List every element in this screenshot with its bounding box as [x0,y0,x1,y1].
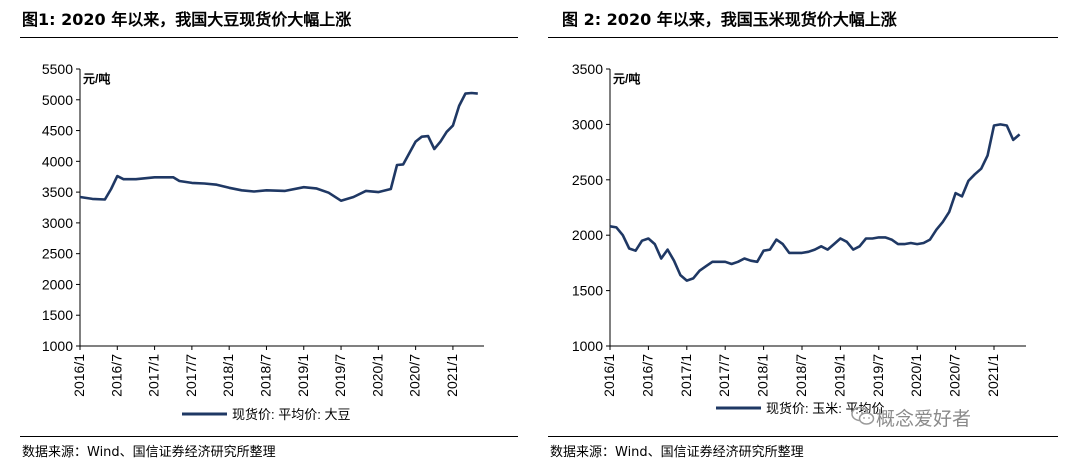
source-rule [548,436,1058,437]
y-tick-label: 1000 [42,338,73,354]
x-tick-label: 2018/1 [220,354,236,397]
title-rule [20,37,518,38]
x-tick-label: 2019/7 [870,354,886,397]
x-tick-label: 2019/1 [831,354,847,397]
x-tick-label: 2018/1 [755,354,771,397]
x-tick-label: 2016/1 [71,354,87,397]
y-tick-label: 2500 [42,246,73,262]
x-tick-label: 2018/7 [257,354,273,397]
y-tick-label: 3000 [42,215,73,231]
x-tick-label: 2020/1 [369,354,385,397]
y-tick-label: 2000 [572,227,603,243]
source-rule [20,436,518,437]
title-rule [548,37,1058,38]
unit-label: 元/吨 [613,71,640,86]
y-tick-label: 5000 [42,92,73,108]
x-tick-label: 2020/1 [908,354,924,397]
x-tick-label: 2017/1 [678,354,694,397]
x-tick-label: 2016/1 [601,354,617,397]
x-tick-label: 2019/7 [332,354,348,397]
x-tick-label: 2016/7 [639,354,655,397]
legend-label: 现货价: 平均价: 大豆 [232,407,350,422]
y-tick-label: 4000 [42,153,73,169]
y-tick-label: 3500 [572,61,603,77]
watermark-text: 概念爱好者 [876,408,972,430]
x-tick-label: 2020/7 [947,354,963,397]
figure-2: 图 2: 2020 年以来，我国玉米现货价大幅上涨 1000 1500 2000 25… [540,0,1080,465]
x-tick-label: 2017/7 [183,354,199,397]
y-tick-label: 2500 [572,172,603,188]
y-tick-label: 3000 [572,116,603,132]
series-line [79,91,478,202]
data-source: 数据来源：Wind、国信证券经济研究所整理 [22,445,276,460]
x-tick-label: 2021/1 [985,354,1001,397]
figure-title: 图1: 2020 年以来，我国大豆现货价大幅上涨 [22,10,352,29]
wechat-icon [851,406,875,425]
x-tick-label: 2018/7 [793,354,809,397]
figure-1: 图1: 2020 年以来，我国大豆现货价大幅上涨 1000 1500 2000 250… [20,10,518,460]
figure-title: 图 2: 2020 年以来，我国玉米现货价大幅上涨 [562,10,897,29]
y-tick-label: 1500 [572,283,603,299]
y-tick-label: 2000 [42,276,73,292]
y-tick-label: 1000 [572,338,603,354]
data-source: 数据来源：Wind、国信证券经济研究所整理 [550,445,804,460]
x-tick-label: 2021/1 [444,354,460,397]
y-tick-label: 4500 [42,123,73,139]
series-line [609,123,1021,282]
x-tick-label: 2016/7 [108,354,124,397]
corn-price-chart: 1000 1500 2000 2500 3000 3500 元/吨 2016/1 2016/7 2… [572,61,1026,416]
y-tick-label: 1500 [42,307,73,323]
x-tick-label: 2019/1 [295,354,311,397]
y-tick-label: 3500 [42,184,73,200]
unit-label: 元/吨 [83,71,110,86]
legend-label: 现货价: 玉米: 平均价 [766,401,884,416]
x-tick-label: 2017/1 [146,354,162,397]
x-tick-label: 2020/7 [407,354,423,397]
x-tick-label: 2017/7 [716,354,732,397]
y-tick-label: 5500 [42,61,73,77]
soybean-price-chart: 1000 1500 2000 2500 3000 3500 4000 4500 5000 5500… [42,61,484,422]
